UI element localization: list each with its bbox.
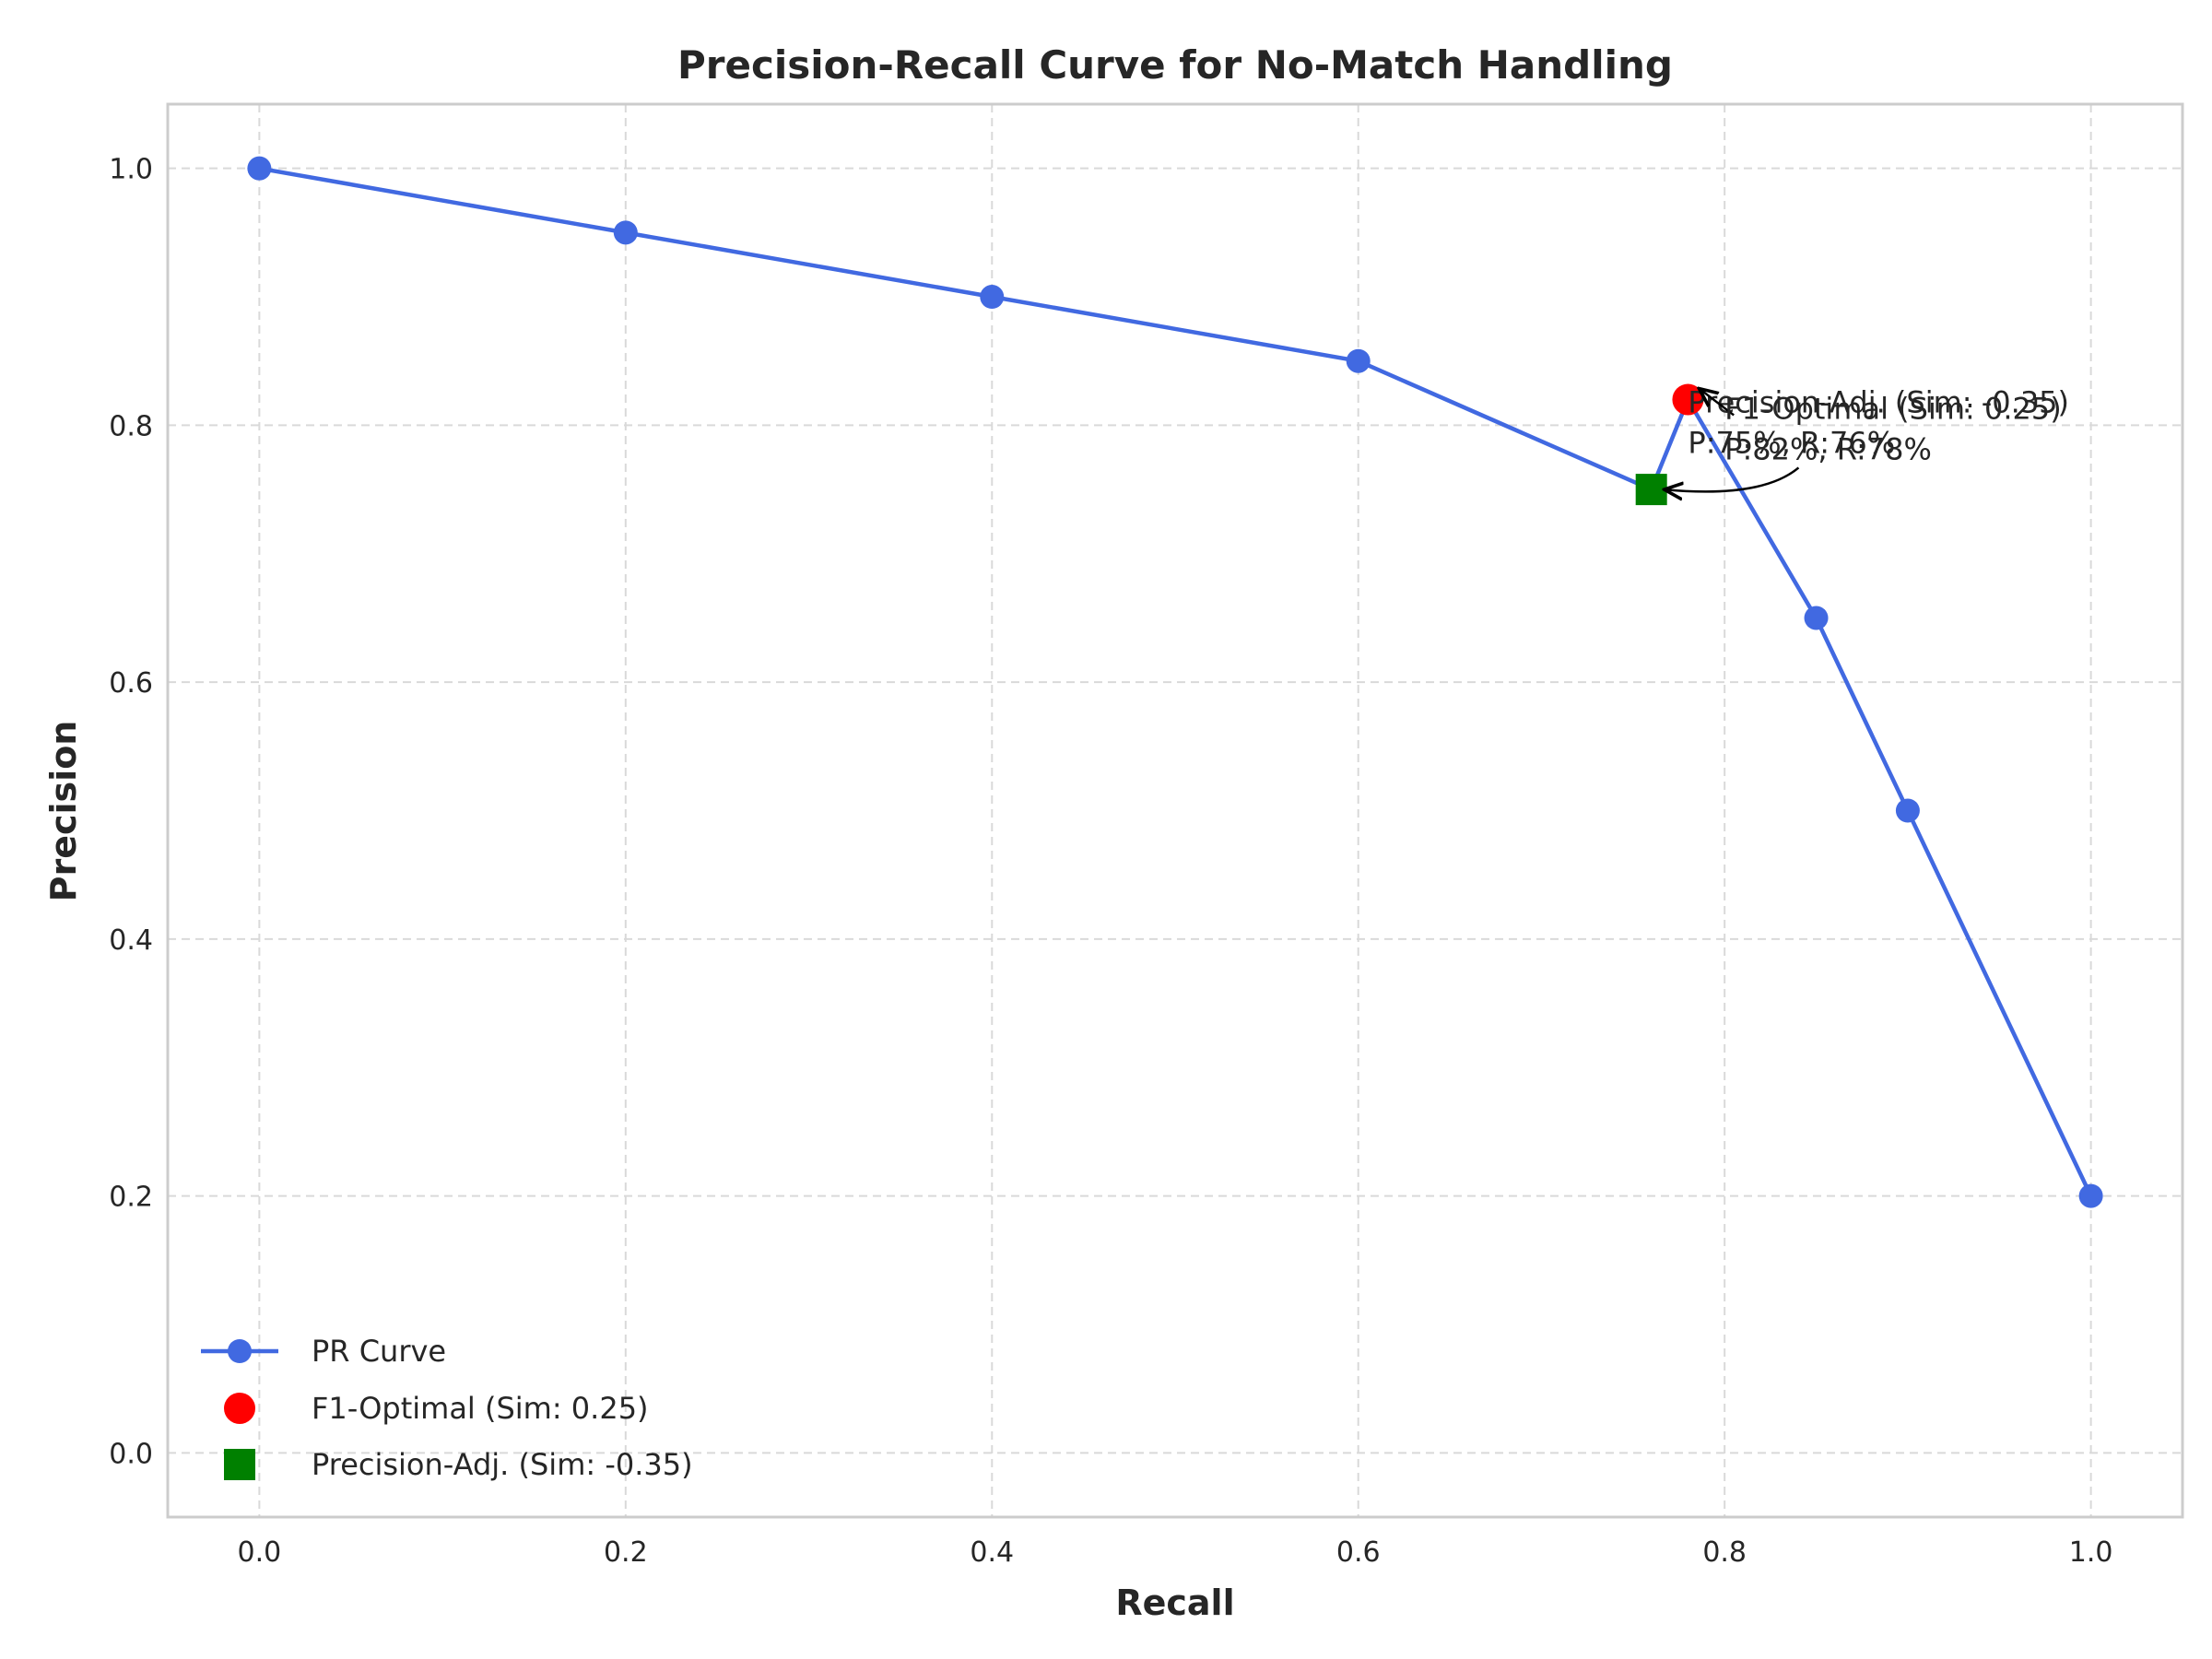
pr-curve-point	[2078, 1183, 2103, 1208]
annotation-arrow	[1699, 389, 1735, 417]
x-tick-label: 0.2	[604, 1536, 648, 1569]
annotation-precision-adj: P:75%, R:76%	[1688, 425, 1895, 460]
pr-curve-point	[1346, 348, 1371, 373]
y-axis-label: Precision	[43, 721, 84, 902]
chart-title: Precision-Recall Curve for No-Match Hand…	[677, 42, 1673, 88]
annotation-precision-adj: Precision-Adj. (Sim: -0.35)	[1688, 384, 2069, 419]
y-tick-label: 0.2	[109, 1182, 153, 1214]
tick-labels: 0.0 0.2 0.4 0.6 0.8 1.0 0.0 0.2 0.4 0.6 0.8 1.0	[109, 154, 2112, 1569]
y-tick-label: 0.6	[109, 667, 153, 700]
y-tick-label: 0.8	[109, 410, 153, 442]
y-tick-label: 0.0	[109, 1438, 153, 1470]
y-tick-label: 0.4	[109, 924, 153, 957]
grid	[168, 104, 2183, 1517]
pr-curve-point	[1804, 606, 1829, 630]
annotations: Precision-Adj. (Sim: -0.35) P:75%, R:76%F…	[1665, 384, 2069, 491]
series-layer	[247, 156, 2103, 1208]
x-tick-label: 0.4	[970, 1536, 1014, 1569]
x-tick-label: 0.8	[1702, 1536, 1747, 1569]
x-tick-label: 0.0	[238, 1536, 282, 1569]
annotation-f1-optimal: F1-Optimal (Sim: 0.25)	[1724, 391, 2062, 426]
plot-frame	[166, 102, 2184, 1519]
pr-curve-point	[980, 285, 1005, 310]
legend-marker	[224, 1393, 255, 1424]
precision-adj-point	[1635, 474, 1667, 506]
pr-curve-point	[1895, 798, 1920, 823]
annotation-f1-optimal: P:82%, R:78%	[1724, 431, 1932, 466]
y-tick-label: 1.0	[109, 154, 153, 186]
legend-label: Precision-Adj. (Sim: -0.35)	[312, 1447, 693, 1482]
pr-curve-point	[247, 156, 272, 181]
x-axis-label: Recall	[1115, 1583, 1234, 1623]
legend-label: PR Curve	[312, 1334, 446, 1369]
annotation-arrow	[1665, 466, 1800, 491]
x-tick-label: 0.6	[1336, 1536, 1381, 1569]
legend-label: F1-Optimal (Sim: 0.25)	[312, 1391, 649, 1426]
legend-marker	[228, 1339, 252, 1363]
legend-marker	[224, 1449, 255, 1480]
legend: PR Curve F1-Optimal (Sim: 0.25) Precision-…	[201, 1334, 693, 1482]
x-tick-label: 1.0	[2069, 1536, 2113, 1569]
pr-curve-point	[613, 220, 638, 245]
